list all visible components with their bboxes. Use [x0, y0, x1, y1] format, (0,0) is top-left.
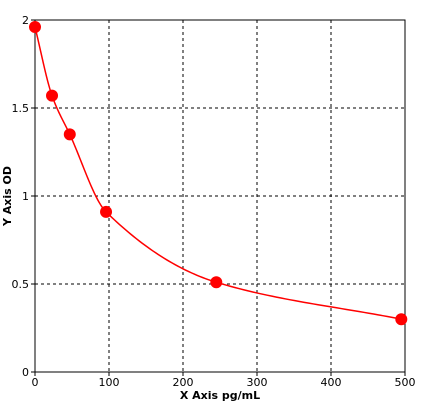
fit-curve-layer	[34, 26, 402, 320]
axis-ticks: 0 100 200 300 400 500 0 0.5 1 1.5 2	[12, 14, 416, 389]
x-tick-label: 200	[173, 376, 194, 389]
y-axis-title: Y Axis OD	[1, 166, 14, 227]
y-tick-label: 0	[22, 366, 29, 379]
data-point	[29, 21, 41, 34]
x-tick-label: 400	[321, 376, 342, 389]
x-tick-label: 100	[99, 376, 120, 389]
data-points-layer	[29, 21, 408, 326]
y-tick-label: 1.5	[12, 102, 30, 115]
data-point	[210, 276, 223, 289]
data-point	[46, 89, 59, 102]
data-point	[63, 128, 76, 141]
x-tick-label: 500	[395, 376, 416, 389]
x-tick-label: 300	[247, 376, 268, 389]
x-axis-title: X Axis pg/mL	[180, 389, 260, 402]
x-tick-label: 0	[32, 376, 39, 389]
y-tick-label: 1	[22, 190, 29, 203]
y-tick-label: 0.5	[12, 278, 30, 291]
data-point	[100, 205, 113, 218]
y-tick-label: 2	[22, 14, 29, 27]
fit-curve	[34, 26, 402, 320]
data-point	[395, 313, 408, 326]
grid-lines	[35, 20, 405, 372]
